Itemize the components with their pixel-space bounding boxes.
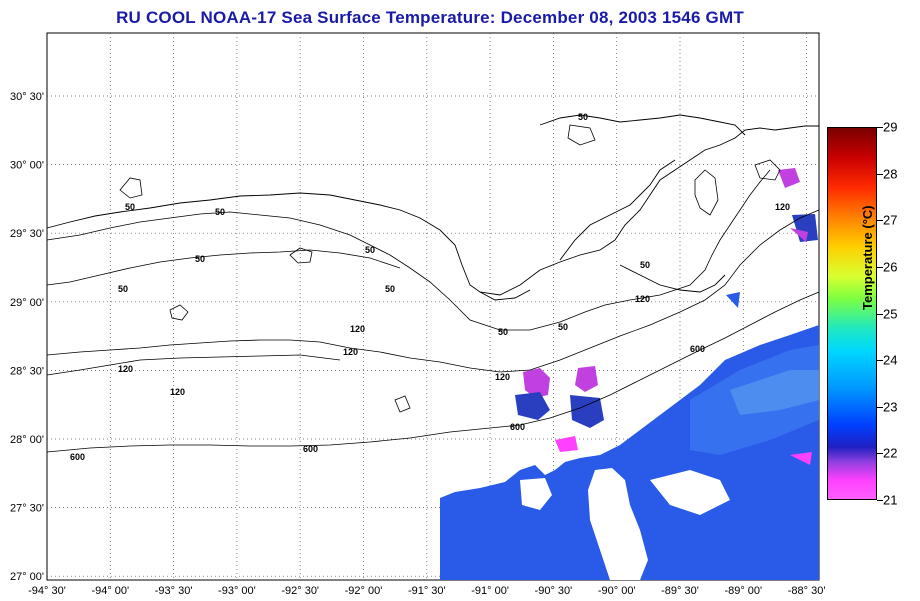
bathymetry-contours bbox=[46, 124, 820, 453]
latitude-tick-label: 28° 30' bbox=[10, 365, 44, 377]
colorbar-tick-label: 27 bbox=[883, 212, 898, 228]
latitude-ticks: 30° 30' 30° 00' 29° 30' 29° 00' 28° 30' 28° 0… bbox=[10, 91, 44, 583]
latitude-tick-label: 30° 00' bbox=[10, 160, 44, 172]
contour-label: 120 bbox=[343, 347, 358, 357]
longitude-tick-label: -91° 00' bbox=[471, 585, 509, 597]
colorbar-tick-label: 29 bbox=[883, 119, 898, 135]
contour-label: 50 bbox=[558, 322, 568, 332]
colorbar-tick-label: 22 bbox=[883, 445, 898, 461]
longitude-ticks: -94° 30' -94° 00' -93° 30' -93° 00' -92° 30'… bbox=[28, 585, 825, 597]
contour-labels: 50 50 50 50 50 50 50 50 50 50 120 120 120 120 120 120 12… bbox=[70, 112, 790, 462]
colorbar-tick-label: 25 bbox=[883, 306, 898, 321]
contour-label: 600 bbox=[303, 444, 318, 454]
sst-data-region bbox=[440, 168, 819, 580]
contour-label: 50 bbox=[118, 284, 128, 294]
colorbar-tick bbox=[877, 453, 883, 455]
latitude-tick-label: 29° 00' bbox=[10, 297, 44, 309]
longitude-tick-label: -94° 00' bbox=[91, 585, 129, 597]
contour-label: 120 bbox=[775, 202, 790, 212]
latitude-tick-label: 29° 30' bbox=[10, 228, 44, 240]
longitude-tick-label: -93° 30' bbox=[155, 585, 193, 597]
contour-label: 600 bbox=[690, 344, 705, 354]
colorbar-title: Temperature (°C) bbox=[860, 205, 875, 310]
contour-label: 50 bbox=[195, 254, 205, 264]
colorbar-tick bbox=[877, 500, 883, 501]
contour-label: 50 bbox=[365, 245, 375, 255]
contour-label: 50 bbox=[640, 260, 650, 270]
contour-label: 50 bbox=[385, 284, 395, 294]
contour-label: 600 bbox=[70, 452, 85, 462]
longitude-tick-label: -89° 00' bbox=[724, 585, 762, 597]
map-grid bbox=[47, 33, 819, 580]
contour-label: 50 bbox=[215, 207, 225, 217]
colorbar-tick bbox=[877, 313, 883, 315]
contour-label: 120 bbox=[495, 372, 510, 382]
colorbar-tick bbox=[877, 406, 883, 408]
latitude-tick-label: 30° 30' bbox=[10, 91, 44, 103]
contour-label: 50 bbox=[498, 327, 508, 337]
contour-label: 50 bbox=[125, 202, 135, 212]
longitude-tick-label: -92° 30' bbox=[281, 585, 319, 597]
colorbar-tick bbox=[877, 173, 883, 175]
colorbar-gradient bbox=[827, 127, 877, 500]
contour-label: 120 bbox=[118, 364, 133, 374]
colorbar-tick-label: 26 bbox=[883, 259, 898, 275]
longitude-tick-label: -89° 30' bbox=[661, 585, 699, 597]
contour-label: 50 bbox=[578, 112, 588, 122]
coastline bbox=[46, 114, 819, 301]
colorbar-tick bbox=[877, 127, 883, 128]
contour-label: 600 bbox=[510, 422, 525, 432]
longitude-tick-label: -88° 30' bbox=[788, 585, 826, 597]
contour-label: 120 bbox=[170, 387, 185, 397]
temperature-colorbar: 29 28 27 26 25 24 23 22 21 bbox=[827, 120, 897, 508]
colorbar-tick bbox=[877, 266, 883, 268]
longitude-tick-label: -94° 30' bbox=[28, 585, 66, 597]
colorbar-tick-label: 28 bbox=[883, 166, 898, 182]
longitude-tick-label: -91° 30' bbox=[408, 585, 446, 597]
longitude-tick-label: -92° 00' bbox=[345, 585, 383, 597]
latitude-tick-label: 28° 00' bbox=[10, 434, 44, 446]
colorbar-tick-label: 23 bbox=[883, 399, 898, 415]
colorbar-tick-label: 21 bbox=[883, 492, 898, 508]
colorbar-tick-label: 24 bbox=[883, 352, 898, 368]
longitude-tick-label: -93° 00' bbox=[218, 585, 256, 597]
longitude-tick-label: -90° 00' bbox=[598, 585, 636, 597]
latitude-tick-label: 27° 30' bbox=[10, 503, 44, 515]
colorbar-tick bbox=[877, 220, 883, 222]
map-title: RU COOL NOAA-17 Sea Surface Temperature:… bbox=[116, 8, 744, 27]
colorbar-tick bbox=[877, 360, 883, 362]
contour-label: 120 bbox=[350, 324, 365, 334]
contour-label: 120 bbox=[635, 294, 650, 304]
latitude-tick-label: 27° 00' bbox=[10, 571, 44, 583]
longitude-tick-label: -90° 30' bbox=[535, 585, 573, 597]
